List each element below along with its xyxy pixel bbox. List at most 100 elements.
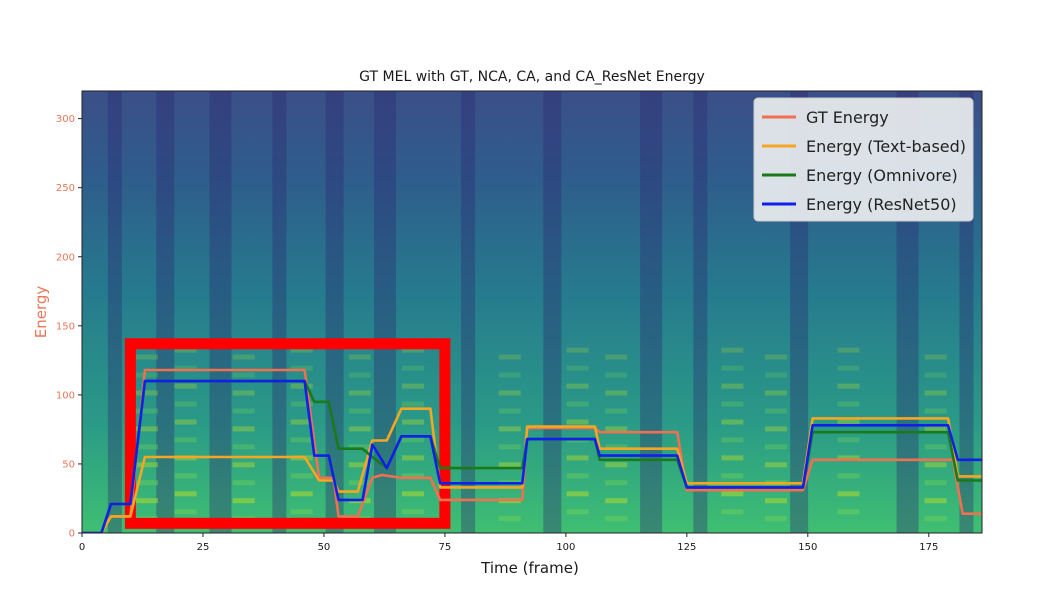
spectrogram-dark-band <box>543 91 562 533</box>
spectrogram-harmonic <box>924 408 947 414</box>
y-tick-label: 0 <box>69 529 75 540</box>
spectrogram-harmonic <box>498 390 521 396</box>
spectrogram-dark-band <box>272 91 287 533</box>
series-lines <box>82 368 982 533</box>
spectrogram-harmonic <box>764 498 787 504</box>
spectrogram-harmonic <box>566 509 589 515</box>
spectrogram-harmonic <box>721 365 744 371</box>
x-axis: 0 25 50 75 100 125 150 175 <box>79 533 938 553</box>
spectrogram-harmonic <box>290 365 313 371</box>
spectrogram-harmonic <box>764 354 787 360</box>
highlight-box <box>124 338 451 529</box>
spectrogram-dark-band <box>374 91 396 533</box>
legend-label: Energy (Text-based) <box>806 137 966 156</box>
spectrogram-harmonic <box>566 347 589 353</box>
spectrogram-harmonic <box>135 354 158 360</box>
spectrogram-harmonic <box>721 419 744 425</box>
spectrogram-harmonic <box>174 491 197 497</box>
spectrogram-harmonic <box>605 426 628 432</box>
legend-label: Energy (ResNet50) <box>806 195 957 214</box>
spectrogram-harmonic <box>232 408 255 414</box>
spectrogram-harmonic <box>290 437 313 443</box>
spectrogram-harmonic <box>924 354 947 360</box>
spectrogram-harmonic <box>498 444 521 450</box>
spectrogram-harmonic <box>605 354 628 360</box>
spectrogram-harmonic <box>232 390 255 396</box>
spectrogram-harmonic <box>290 419 313 425</box>
spectrogram-harmonic <box>566 473 589 479</box>
spectrogram-harmonic <box>135 372 158 378</box>
spectrogram-dark-band <box>693 91 708 533</box>
spectrogram-harmonic <box>174 473 197 479</box>
spectrogram-harmonic <box>837 473 860 479</box>
x-tick-label: 25 <box>197 542 210 553</box>
spectrogram-harmonic <box>566 455 589 461</box>
spectrogram-harmonic <box>232 426 255 432</box>
spectrogram-harmonic <box>605 516 628 522</box>
legend-label: Energy (Omnivore) <box>806 166 958 185</box>
spectrogram-harmonic <box>924 444 947 450</box>
y-tick-label: 150 <box>56 321 75 332</box>
spectrogram-harmonic <box>498 516 521 522</box>
spectrogram-harmonic <box>348 372 371 378</box>
spectrogram-harmonic <box>135 462 158 468</box>
y-tick-label: 50 <box>62 459 75 470</box>
series-line-4 <box>82 379 982 533</box>
spectrogram-harmonic <box>174 437 197 443</box>
spectrogram-harmonic <box>174 365 197 371</box>
spectrogram-harmonic <box>837 437 860 443</box>
spectrogram-harmonic <box>232 372 255 378</box>
x-tick-label: 75 <box>439 542 452 553</box>
spectrogram-harmonic <box>498 426 521 432</box>
spectrogram-harmonic <box>232 480 255 486</box>
spectrogram-harmonic <box>721 509 744 515</box>
spectrogram-harmonic <box>402 437 425 443</box>
spectrogram-harmonic <box>348 462 371 468</box>
spectrogram-harmonic <box>498 354 521 360</box>
spectrogram-harmonic <box>232 444 255 450</box>
y-tick-label: 250 <box>56 183 75 194</box>
spectrogram-harmonic <box>498 372 521 378</box>
spectrogram-harmonic <box>605 408 628 414</box>
spectrogram-harmonic <box>290 383 313 389</box>
spectrogram-harmonic <box>924 462 947 468</box>
spectrogram-harmonic <box>721 455 744 461</box>
series-line-2 <box>82 407 982 533</box>
chart-title: GT MEL with GT, NCA, CA, and CA_ResNet E… <box>359 69 705 85</box>
spectrogram-harmonic <box>290 347 313 353</box>
spectrogram-harmonic <box>605 372 628 378</box>
spectrogram-dark-band <box>156 91 175 533</box>
spectrogram-harmonic <box>348 444 371 450</box>
x-axis-label: Time (frame) <box>480 559 579 577</box>
spectrogram-harmonic <box>135 390 158 396</box>
spectrogram-harmonic <box>135 480 158 486</box>
spectrogram-harmonic <box>764 390 787 396</box>
spectrogram-harmonic <box>232 354 255 360</box>
y-axis-label: Energy <box>32 286 50 339</box>
plot-frame <box>81 90 983 534</box>
spectrogram-harmonic <box>135 408 158 414</box>
spectrogram-harmonic <box>290 509 313 515</box>
spectrogram-dark-band <box>461 91 476 533</box>
spectrogram-harmonic <box>498 408 521 414</box>
spectrogram-harmonic <box>924 390 947 396</box>
spectrogram-harmonic <box>402 419 425 425</box>
spectrogram-harmonic <box>837 401 860 407</box>
spectrogram-harmonic <box>924 372 947 378</box>
spectrogram-harmonic <box>764 444 787 450</box>
spectrogram-harmonic <box>135 444 158 450</box>
spectrogram-harmonic <box>721 491 744 497</box>
spectrogram-harmonic <box>764 372 787 378</box>
x-tick-label: 125 <box>677 542 696 553</box>
x-tick-label: 175 <box>919 542 938 553</box>
spectrogram-harmonic <box>837 509 860 515</box>
spectrogram-harmonic <box>605 390 628 396</box>
spectrogram-harmonic <box>764 408 787 414</box>
spectrogram-harmonic <box>721 437 744 443</box>
spectrogram-harmonic <box>135 498 158 504</box>
spectrogram-harmonic <box>402 455 425 461</box>
spectrogram-harmonic <box>924 426 947 432</box>
spectrogram-harmonic <box>174 419 197 425</box>
x-tick-label: 50 <box>318 542 331 553</box>
